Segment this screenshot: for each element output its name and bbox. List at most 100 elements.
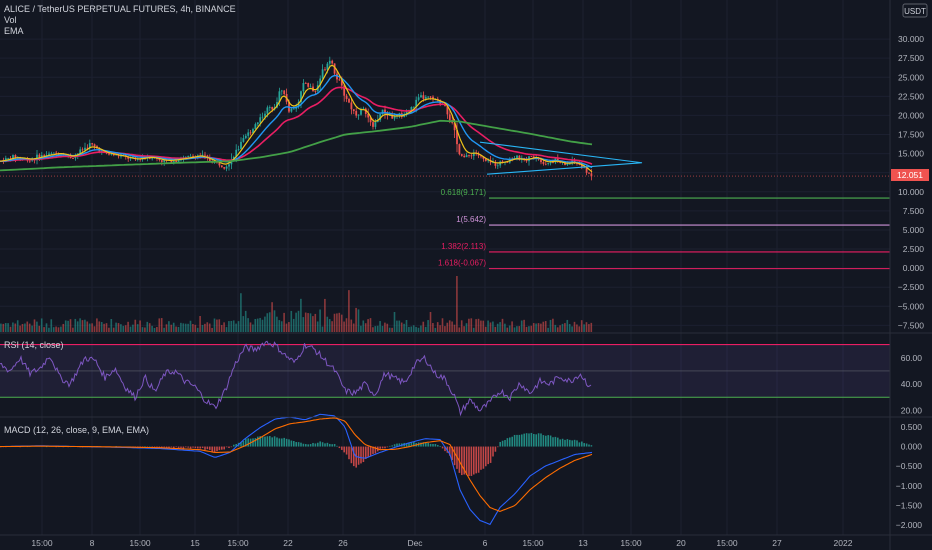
candle-body <box>132 156 134 158</box>
macd-histogram-bar <box>482 446 485 469</box>
macd-histogram-bar <box>271 437 273 447</box>
indicator-vol-label[interactable]: Vol <box>4 15 17 25</box>
macd-histogram-bar <box>192 446 194 448</box>
volume-bar <box>158 318 161 332</box>
candle-body <box>55 152 58 154</box>
volume-bar <box>48 327 50 332</box>
ema-fast-line <box>0 64 593 173</box>
volume-bar <box>151 325 153 332</box>
volume-bar <box>79 318 81 332</box>
macd-histogram-bar <box>305 444 307 447</box>
candle-body <box>424 96 427 99</box>
volume-bar <box>324 298 326 332</box>
volume-bar <box>384 322 386 332</box>
candle-body <box>324 69 326 71</box>
volume-bar <box>180 322 182 332</box>
indicator-ema-label[interactable]: EMA <box>4 26 24 36</box>
volume-bar <box>28 323 31 332</box>
macd-histogram-bar <box>434 444 437 447</box>
volume-bar <box>451 321 453 332</box>
volume-bar <box>247 318 249 332</box>
price-tick: 20.000 <box>898 110 924 120</box>
volume-bar <box>504 323 506 332</box>
macd-histogram-bar <box>151 446 153 448</box>
rsi-tick: 20.00 <box>901 405 923 415</box>
volume-bar <box>460 320 463 332</box>
volume-bar <box>544 321 547 332</box>
volume-bar <box>465 323 468 332</box>
macd-histogram-bar <box>458 446 461 473</box>
volume-bar <box>141 327 144 332</box>
volume-bar <box>9 326 12 332</box>
candle-body <box>160 160 163 162</box>
macd-histogram-bar <box>509 437 511 447</box>
macd-histogram-bar <box>437 445 439 447</box>
candle-body <box>369 117 372 123</box>
macd-histogram-bar <box>319 441 321 447</box>
macd-histogram-bar <box>252 438 254 447</box>
time-axis[interactable]: 15:00 8 15:00 15 15:00 22 26 Dec 6 15:00 13 15:00 20… <box>31 538 852 548</box>
ema-lines <box>0 64 593 173</box>
volume-bar <box>331 321 333 332</box>
price-tick: 22.500 <box>898 91 924 101</box>
volume-bar <box>175 326 177 332</box>
macd-histogram-bar <box>521 434 523 447</box>
candle-body <box>552 162 554 163</box>
rsi-axis[interactable]: 60.00 40.00 20.00 <box>901 353 923 416</box>
price-tick: 7.500 <box>903 206 925 216</box>
candle-body <box>422 95 425 99</box>
macd-histogram-bar <box>372 446 374 454</box>
candle-body <box>36 154 38 161</box>
candle-body <box>482 156 485 159</box>
macd-histogram-bar <box>439 445 441 447</box>
volume-bar <box>566 319 569 332</box>
macd-histogram-bar <box>511 436 513 447</box>
macd-axis[interactable]: 0.500 0.000 −0.500 −1.000 −1.500 −2.000 <box>896 422 923 530</box>
candle-body <box>208 157 211 162</box>
macd-histogram-bar <box>175 446 177 448</box>
macd-histogram-bar <box>209 446 211 450</box>
candle-body <box>340 80 343 86</box>
time-tick: 15:00 <box>716 538 738 548</box>
volume-bar <box>360 325 362 332</box>
candle-body <box>228 164 230 167</box>
volume-bar <box>249 322 252 332</box>
macd-histogram-bar <box>216 446 218 452</box>
time-tick: 13 <box>578 538 588 548</box>
candle-body <box>345 95 348 99</box>
macd-histogram-bar <box>285 438 288 447</box>
rsi-line <box>0 340 592 417</box>
price-axis[interactable]: 30.000 27.500 25.000 22.500 20.000 17.500 15.0… <box>898 34 925 330</box>
volume-bar <box>160 318 163 332</box>
candle-body <box>547 163 550 165</box>
currency-button[interactable] <box>902 3 928 18</box>
macd-histogram-bar <box>290 440 293 447</box>
macd-histogram-bar <box>559 439 561 447</box>
time-tick: 15:00 <box>129 538 151 548</box>
candle-body <box>477 153 480 156</box>
volume-bar <box>530 325 533 332</box>
macd-histogram-bar <box>561 438 564 447</box>
macd-label[interactable]: MACD (12, 26, close, 9, EMA, EMA) <box>4 425 149 435</box>
candle-body <box>460 154 463 156</box>
candle-body <box>206 155 209 158</box>
candle-body <box>393 115 396 119</box>
volume-bar <box>223 322 225 332</box>
volume-bar <box>156 327 158 332</box>
rsi-band <box>0 344 890 398</box>
volume-bar <box>513 327 516 332</box>
candle-body <box>309 86 312 88</box>
volume-bar <box>103 323 105 332</box>
macd-histogram-bar <box>345 446 348 455</box>
volume-bar <box>518 326 521 332</box>
rsi-label[interactable]: RSI (14, close) <box>4 340 64 350</box>
volume-bar <box>206 322 209 332</box>
candle-body <box>170 159 173 163</box>
volume-bar <box>405 319 408 332</box>
candle-body <box>405 111 408 114</box>
current-price-badge <box>891 169 929 181</box>
volume-bar <box>112 327 115 332</box>
candle-body <box>585 166 588 173</box>
volume-bar <box>429 312 432 332</box>
